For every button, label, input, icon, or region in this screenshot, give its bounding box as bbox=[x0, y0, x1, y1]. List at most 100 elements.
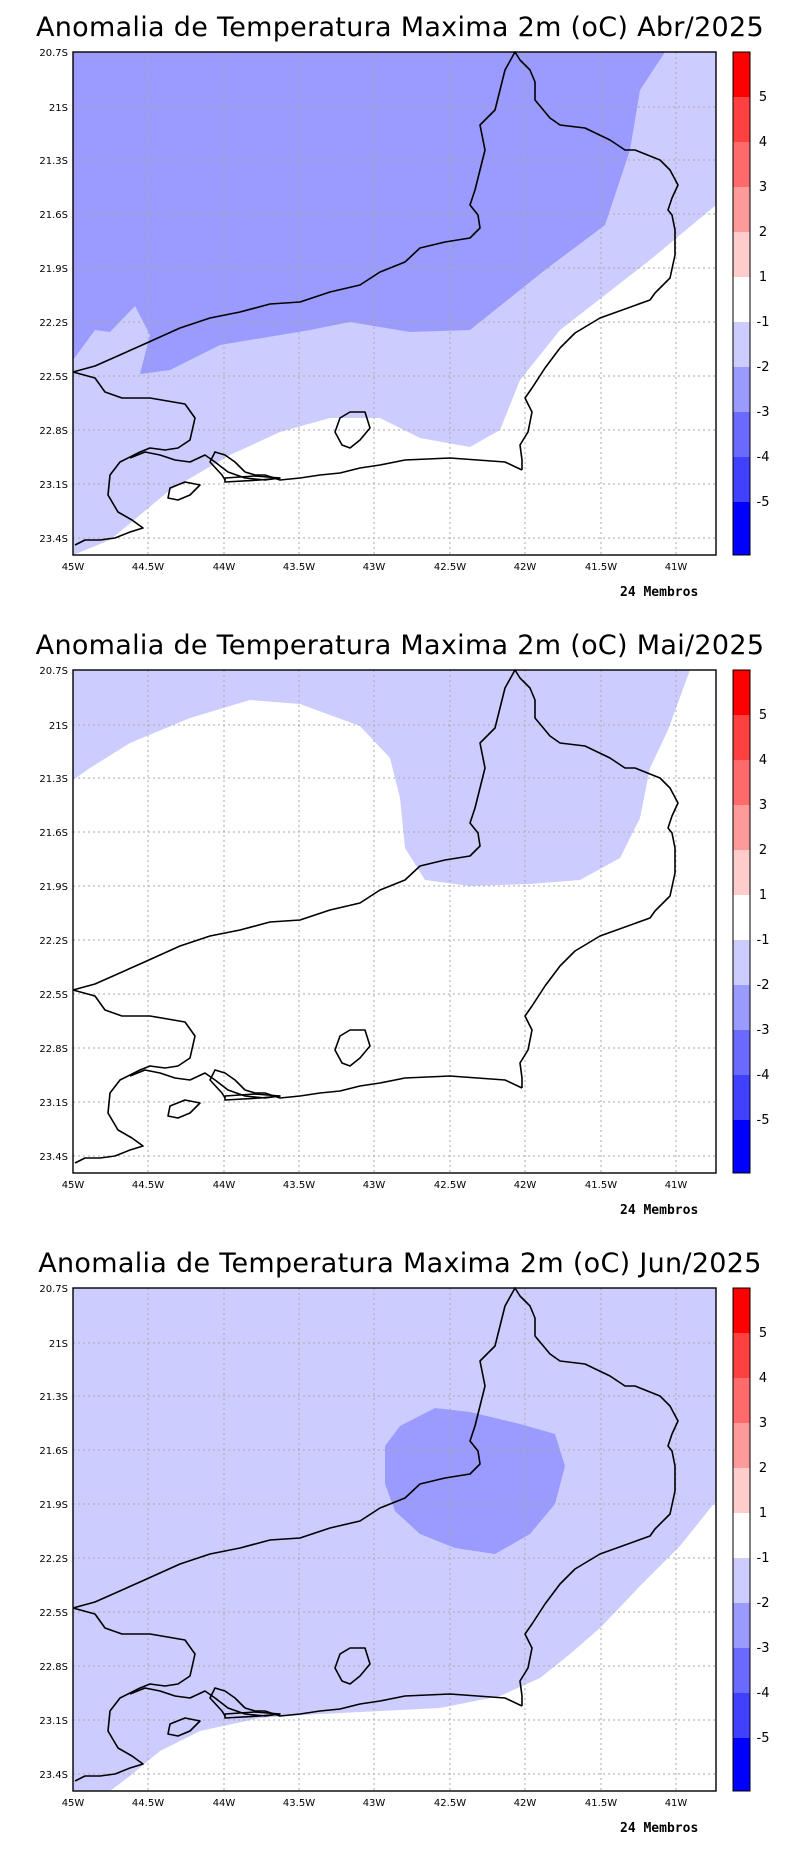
panel-title: Anomalia de Temperatura Maxima 2m (oC) M… bbox=[35, 630, 765, 661]
y-tick: 21.6S bbox=[39, 210, 68, 221]
y-tick: 23.4S bbox=[39, 534, 68, 545]
x-tick: 43W bbox=[363, 1798, 386, 1809]
x-tick: 41W bbox=[665, 1798, 688, 1809]
y-tick: 21.6S bbox=[39, 1446, 68, 1457]
colorbar-swatch bbox=[733, 985, 750, 1030]
colorbar-label: -2 bbox=[757, 360, 770, 375]
colorbar-label: 1 bbox=[759, 888, 767, 903]
grid-lines bbox=[73, 52, 716, 555]
map-outlines bbox=[72, 669, 679, 1164]
y-tick: 21.3S bbox=[39, 774, 68, 785]
x-tick: 43W bbox=[363, 1180, 386, 1191]
colorbar-swatch bbox=[733, 760, 750, 805]
y-tick: 21S bbox=[49, 1339, 68, 1350]
x-tick: 41.5W bbox=[585, 562, 617, 573]
y-tick: 22.8S bbox=[39, 426, 68, 437]
y-tick: 21.9S bbox=[39, 264, 68, 275]
y-tick: 22.2S bbox=[39, 1554, 68, 1565]
colorbar-swatch bbox=[733, 1603, 750, 1648]
x-tick: 43.5W bbox=[283, 1180, 315, 1191]
colorbar-swatch bbox=[733, 940, 750, 985]
colorbar-label: -2 bbox=[757, 1596, 770, 1611]
y-tick: 21.3S bbox=[39, 1392, 68, 1403]
colorbar-swatch bbox=[733, 1423, 750, 1468]
y-tick: 20.7S bbox=[39, 1284, 68, 1295]
colorbar: 5 4 3 2 1 -1 -2 -3 -4 -5 bbox=[732, 51, 770, 556]
colorbar-label: 5 bbox=[759, 90, 767, 105]
colorbar-swatch bbox=[733, 1030, 750, 1075]
colorbar-label: -4 bbox=[757, 1068, 770, 1083]
x-tick: 43.5W bbox=[283, 562, 315, 573]
colorbar-swatch bbox=[733, 277, 750, 322]
colorbar-label: 2 bbox=[759, 843, 767, 858]
map-panel-abr: Anomalia de Temperatura Maxima 2m (oC) A… bbox=[0, 0, 800, 618]
colorbar-label: -2 bbox=[757, 978, 770, 993]
y-tick: 22.5S bbox=[39, 372, 68, 383]
y-tick: 22.2S bbox=[39, 936, 68, 947]
x-tick: 42W bbox=[514, 1798, 537, 1809]
colorbar-label: 4 bbox=[759, 753, 767, 768]
x-tick: 42.5W bbox=[434, 1798, 466, 1809]
y-tick: 23.1S bbox=[39, 1716, 68, 1727]
colorbar-label: 4 bbox=[759, 135, 767, 150]
colorbar-label: -3 bbox=[757, 1641, 770, 1656]
shade-neg2 bbox=[385, 1408, 565, 1554]
y-tick: 23.1S bbox=[39, 1098, 68, 1109]
x-tick: 41.5W bbox=[585, 1798, 617, 1809]
y-tick: 20.7S bbox=[39, 666, 68, 677]
colorbar-label: -5 bbox=[757, 1113, 770, 1128]
colorbar-swatch bbox=[733, 412, 750, 457]
colorbar-swatch bbox=[733, 1288, 750, 1333]
colorbar-label: 1 bbox=[759, 270, 767, 285]
y-tick: 23.1S bbox=[39, 480, 68, 491]
colorbar-swatch bbox=[733, 367, 750, 412]
colorbar-label: 3 bbox=[759, 798, 767, 813]
map-figure: 20.7S 21S 21.3S 21.6S 21.9S 22.2S 22.5S … bbox=[39, 48, 770, 573]
colorbar-swatch bbox=[733, 457, 750, 502]
x-axis-ticks: 45W 44.5W 44W 43.5W 43W 42.5W 42W 41.5W … bbox=[62, 1798, 688, 1809]
grid-lines bbox=[73, 670, 716, 1173]
x-tick: 45W bbox=[62, 1180, 85, 1191]
map-frame bbox=[72, 51, 717, 556]
colorbar-label: -1 bbox=[757, 1551, 770, 1566]
y-tick: 21.3S bbox=[39, 156, 68, 167]
panel-title: Anomalia de Temperatura Maxima 2m (oC) A… bbox=[35, 12, 764, 43]
colorbar-swatch bbox=[733, 1693, 750, 1738]
colorbar-swatch bbox=[733, 850, 750, 895]
y-axis-ticks: 20.7S 21S 21.3S 21.6S 21.9S 22.2S 22.5S … bbox=[39, 48, 68, 545]
y-tick: 21S bbox=[49, 721, 68, 732]
y-tick: 20.7S bbox=[39, 48, 68, 59]
members-footer: 24 Membros bbox=[620, 1203, 699, 1218]
colorbar-label: 3 bbox=[759, 180, 767, 195]
colorbar-label: -3 bbox=[757, 405, 770, 420]
y-axis-ticks: 20.7S 21S 21.3S 21.6S 21.9S 22.2S 22.5S … bbox=[39, 666, 68, 1163]
colorbar-label: 1 bbox=[759, 1506, 767, 1521]
colorbar-swatch bbox=[733, 895, 750, 940]
x-tick: 42.5W bbox=[434, 562, 466, 573]
colorbar-label: -1 bbox=[757, 315, 770, 330]
x-tick: 42.5W bbox=[434, 1180, 466, 1191]
panel-title: Anomalia de Temperatura Maxima 2m (oC) J… bbox=[38, 1248, 762, 1279]
x-tick: 42W bbox=[514, 562, 537, 573]
colorbar: 5 4 3 2 1 -1 -2 -3 -4 -5 bbox=[732, 669, 770, 1174]
x-tick: 42W bbox=[514, 1180, 537, 1191]
map-frame bbox=[72, 669, 717, 1174]
y-tick: 23.4S bbox=[39, 1770, 68, 1781]
y-axis-ticks: 20.7S 21S 21.3S 21.6S 21.9S 22.2S 22.5S … bbox=[39, 1284, 68, 1781]
colorbar-swatch bbox=[733, 715, 750, 760]
colorbar-label: 2 bbox=[759, 1461, 767, 1476]
colorbar-label: 3 bbox=[759, 1416, 767, 1431]
colorbar-swatch bbox=[733, 1558, 750, 1603]
colorbar-swatch bbox=[733, 97, 750, 142]
x-tick: 44.5W bbox=[132, 562, 164, 573]
map-panel-jun: Anomalia de Temperatura Maxima 2m (oC) J… bbox=[0, 1236, 800, 1854]
y-tick: 21.9S bbox=[39, 1500, 68, 1511]
map-outlines bbox=[72, 1287, 679, 1782]
colorbar-label: -1 bbox=[757, 933, 770, 948]
x-axis-ticks: 45W 44.5W 44W 43.5W 43W 42.5W 42W 41.5W … bbox=[62, 562, 688, 573]
colorbar-swatch bbox=[733, 1333, 750, 1378]
colorbar-swatch bbox=[733, 322, 750, 367]
x-tick: 41W bbox=[665, 1180, 688, 1191]
colorbar-label: 2 bbox=[759, 225, 767, 240]
y-tick: 22.8S bbox=[39, 1662, 68, 1673]
